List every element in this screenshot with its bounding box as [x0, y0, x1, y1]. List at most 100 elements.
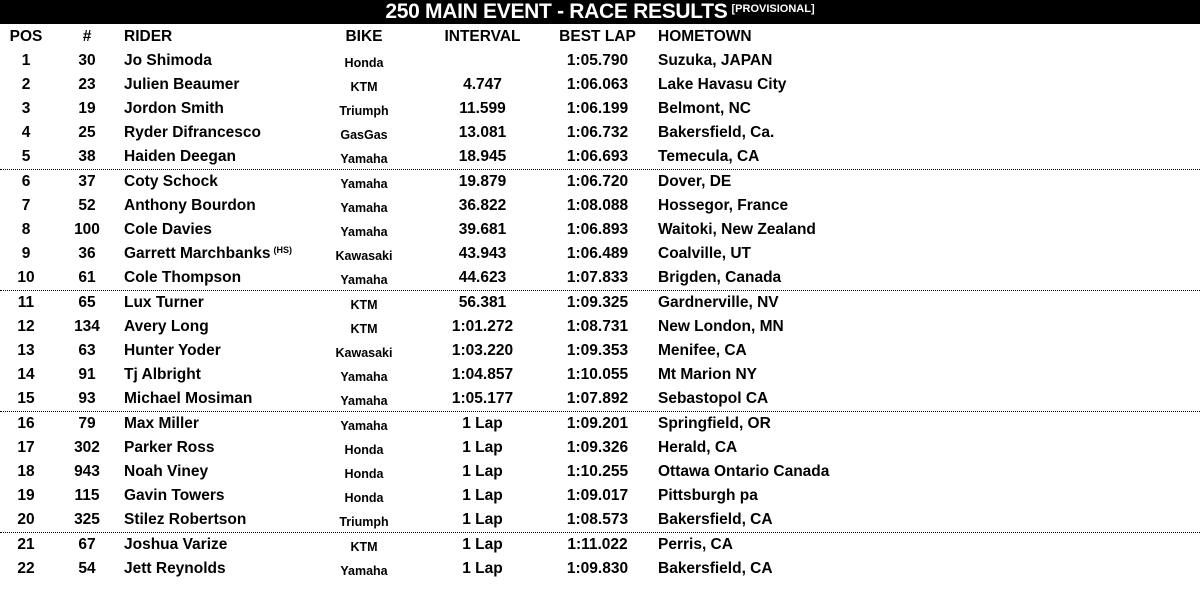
rider-name: Stilez Robertson [124, 511, 247, 528]
row-best-lap: 1:06.489 [566, 245, 629, 262]
row-rider: Max Miller [124, 412, 199, 436]
row-best-lap: 1:09.830 [566, 560, 629, 577]
row-best-lap: 1:09.326 [566, 439, 629, 456]
table-row: 20 325 Stilez Robertson Triumph 1 Lap 1:08.57… [0, 508, 1200, 532]
row-interval: 1 Lap [462, 560, 503, 577]
row-interval: 56.381 [458, 294, 507, 311]
table-row: 2 23 Julien Beaumer KTM 4.747 1:06.063 Lake Ha… [0, 73, 1200, 97]
row-rider: Jordon Smith [124, 97, 224, 121]
row-hometown: Hossegor, France [658, 197, 789, 214]
row-pos: 7 [21, 197, 31, 214]
row-hometown: Dover, DE [658, 173, 732, 190]
row-rider: Cole Thompson [124, 266, 241, 290]
row-rider: Cole Davies [124, 218, 212, 242]
results-title-bar: 250 MAIN EVENT - RACE RESULTS [PROVISIONA… [0, 0, 1200, 24]
row-number: 23 [78, 76, 96, 93]
rider-name: Parker Ross [124, 439, 215, 456]
row-pos: 11 [17, 294, 35, 311]
row-bike: Yamaha [340, 201, 388, 215]
row-best-lap: 1:07.833 [566, 269, 629, 286]
column-header-number: # [82, 28, 92, 45]
row-rider: Michael Mosiman [124, 387, 252, 411]
group-divider [0, 532, 1200, 533]
row-pos: 22 [17, 560, 35, 577]
row-interval: 19.879 [458, 173, 507, 190]
row-bike: KTM [350, 322, 378, 336]
row-hometown: Bakersfield, Ca. [658, 124, 775, 141]
rider-name: Avery Long [124, 318, 209, 335]
table-row: 16 79 Max Miller Yamaha 1 Lap 1:09.201 Springf… [0, 412, 1200, 436]
table-row: 3 19 Jordon Smith Triumph 11.599 1:06.199 Belm… [0, 97, 1200, 121]
table-row: 9 36 Garrett Marchbanks (HS) Kawasaki 43.943 1… [0, 242, 1200, 266]
row-best-lap: 1:06.693 [566, 148, 629, 165]
table-row: 8 100 Cole Davies Yamaha 39.681 1:06.893 Waito… [0, 218, 1200, 242]
table-row: 14 91 Tj Albright Yamaha 1:04.857 1:10.055 Mt … [0, 363, 1200, 387]
row-pos: 19 [17, 487, 35, 504]
table-row: 21 67 Joshua Varize KTM 1 Lap 1:11.022 Perris,… [0, 533, 1200, 557]
row-interval: 1 Lap [462, 536, 503, 553]
row-pos: 17 [17, 439, 35, 456]
row-hometown: Perris, CA [658, 536, 733, 553]
row-bike: Yamaha [340, 273, 388, 287]
row-pos: 18 [17, 463, 35, 480]
row-best-lap: 1:11.022 [567, 536, 628, 553]
row-best-lap: 1:09.017 [566, 487, 629, 504]
rider-name: Jordon Smith [124, 100, 224, 117]
column-header-best-lap: BEST LAP [559, 28, 636, 45]
group-divider [0, 411, 1200, 412]
row-number: 67 [78, 536, 96, 553]
row-best-lap: 1:09.353 [566, 342, 629, 359]
row-rider: Joshua Varize [124, 533, 227, 557]
row-number: 943 [74, 463, 100, 480]
row-hometown: Mt Marion NY [658, 366, 758, 383]
table-row: 1 30 Jo Shimoda Honda 1:05.790 Suzuka, JAPAN [0, 49, 1200, 73]
row-interval: 1:05.177 [451, 390, 514, 407]
row-pos: 13 [17, 342, 35, 359]
row-pos: 1 [21, 52, 31, 69]
row-number: 115 [74, 487, 100, 504]
row-interval: 13.081 [458, 124, 507, 141]
row-rider: Garrett Marchbanks (HS) [124, 242, 292, 266]
rider-name: Max Miller [124, 415, 199, 432]
row-hometown: Pittsburgh pa [658, 487, 758, 504]
row-interval: 1:01.272 [451, 318, 514, 335]
row-bike: Yamaha [340, 394, 388, 408]
column-header-interval: INTERVAL [444, 28, 521, 45]
row-best-lap: 1:06.199 [566, 100, 629, 117]
row-interval: 1:04.857 [451, 366, 514, 383]
rider-name: Anthony Bourdon [124, 197, 256, 214]
row-pos: 9 [21, 245, 31, 262]
row-bike: Honda [344, 56, 384, 70]
row-interval: 44.623 [458, 269, 507, 286]
row-hometown: Temecula, CA [658, 148, 760, 165]
row-bike: Yamaha [340, 177, 388, 191]
rider-name: Jett Reynolds [124, 560, 226, 577]
row-number: 37 [78, 173, 96, 190]
row-number: 61 [78, 269, 96, 286]
row-number: 63 [78, 342, 96, 359]
row-hometown: Suzuka, JAPAN [658, 52, 773, 69]
column-header-bike: BIKE [345, 28, 383, 45]
row-interval: 43.943 [458, 245, 507, 262]
row-interval: 36.822 [458, 197, 507, 214]
row-bike: Honda [344, 491, 384, 505]
row-bike: Honda [344, 467, 384, 481]
row-pos: 5 [21, 148, 31, 165]
row-rider: Haiden Deegan [124, 145, 236, 169]
row-pos: 10 [17, 269, 35, 286]
row-bike: Kawasaki [335, 249, 393, 263]
row-pos: 12 [17, 318, 35, 335]
rider-name: Jo Shimoda [124, 52, 212, 69]
row-bike: Honda [344, 443, 384, 457]
row-hometown: Gardnerville, NV [658, 294, 779, 311]
row-pos: 6 [21, 173, 31, 190]
row-rider: Hunter Yoder [124, 339, 221, 363]
table-row: 15 93 Michael Mosiman Yamaha 1:05.177 1:07.89… [0, 387, 1200, 411]
row-hometown: Waitoki, New Zealand [658, 221, 816, 238]
row-number: 19 [78, 100, 96, 117]
row-hometown: Bakersfield, CA [658, 511, 773, 528]
row-number: 30 [78, 52, 96, 69]
row-hometown: Lake Havasu City [658, 76, 787, 93]
page-title: 250 MAIN EVENT - RACE RESULTS [385, 0, 728, 23]
row-number: 93 [78, 390, 96, 407]
